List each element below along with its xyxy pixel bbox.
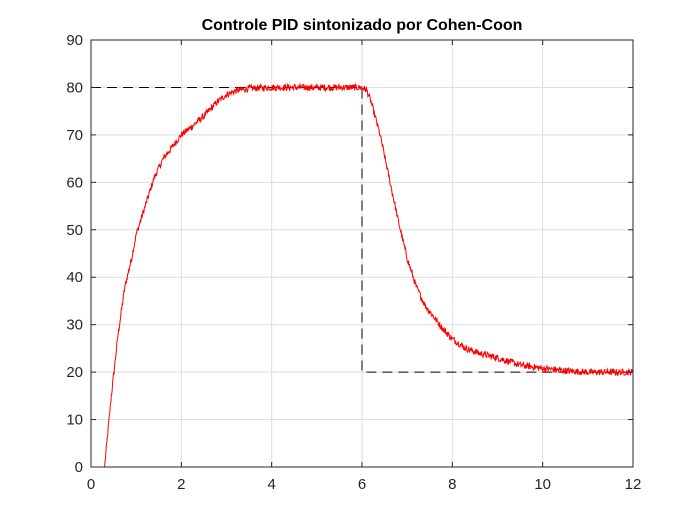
y-tick-label: 40 [66, 269, 83, 286]
x-tick-label: 8 [448, 476, 456, 493]
x-tick-label: 10 [534, 476, 551, 493]
plot-series [91, 82, 634, 468]
x-tick-label: 6 [358, 476, 366, 493]
y-tick-label: 80 [66, 79, 83, 96]
x-tick-label: 0 [87, 476, 95, 493]
y-tick-label: 20 [66, 364, 83, 381]
tick-labels: 0 2 4 6 8 10 12 0 10 20 30 40 50 60 70 80 90 [66, 32, 641, 493]
y-tick-label: 30 [66, 317, 83, 334]
y-tick-label: 90 [66, 32, 83, 49]
x-tick-label: 4 [267, 476, 275, 493]
x-tick-label: 2 [177, 476, 185, 493]
y-tick-label: 10 [66, 412, 83, 429]
x-tick-label: 12 [625, 476, 642, 493]
setpoint-line [91, 86, 633, 373]
y-tick-label: 0 [75, 459, 83, 476]
response-line [91, 82, 634, 468]
axis-ticks [90, 39, 634, 468]
y-tick-label: 70 [66, 127, 83, 144]
chart-title: Controle PID sintonizado por Cohen-Coon [202, 17, 523, 34]
y-tick-label: 50 [66, 222, 83, 239]
y-tick-label: 60 [66, 174, 83, 191]
